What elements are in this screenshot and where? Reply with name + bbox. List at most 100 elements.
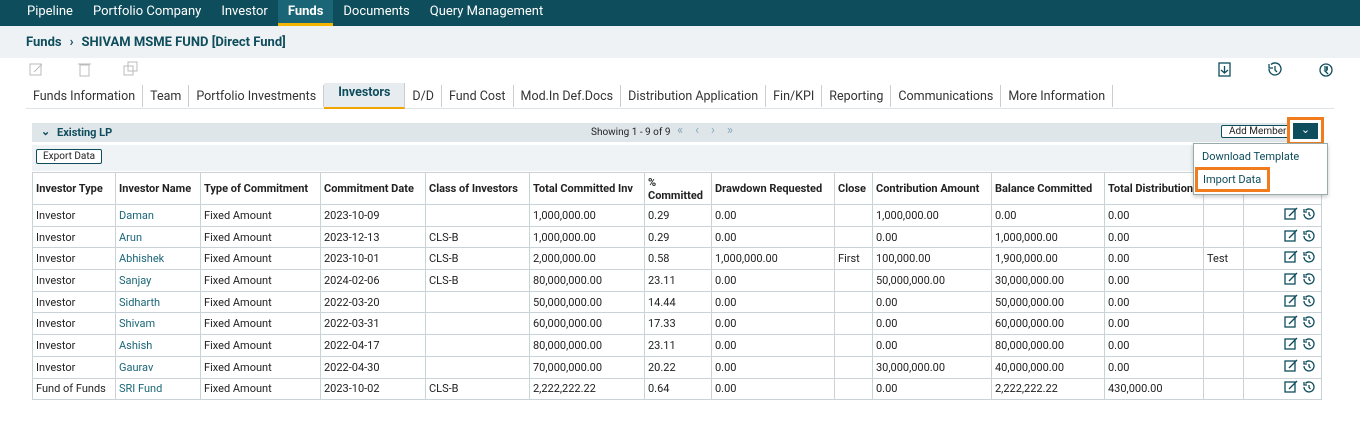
table-cell: Fixed Amount: [200, 312, 321, 336]
actions-cell: [1243, 225, 1322, 249]
row-actions[interactable]: [1284, 272, 1318, 286]
export-button[interactable]: Export Data: [36, 149, 103, 164]
table-cell: 2023-10-01: [320, 247, 426, 271]
table-cell: 60,000,000.00: [529, 312, 645, 336]
table-row: Investor Gaurav Fixed Amount 2022-04-30 70,0…: [32, 355, 1322, 379]
tab[interactable]: D/D: [405, 85, 442, 107]
table-cell: 2023-10-02: [320, 377, 426, 401]
row-actions[interactable]: [1284, 359, 1318, 373]
table-cell: Fixed Amount: [200, 334, 321, 357]
table-cell: 1,000,000.00: [711, 247, 835, 271]
column-header: % Committed: [644, 172, 712, 205]
table-cell: 0.00: [1104, 312, 1204, 336]
row-actions[interactable]: [1284, 229, 1318, 243]
row-actions[interactable]: [1284, 380, 1318, 394]
table-cell: Fixed Amount: [200, 290, 321, 314]
table-cell: Fixed Amount: [200, 269, 321, 292]
dropdown-item[interactable]: Download Template: [1202, 150, 1300, 163]
table-cell[interactable]: Shivam: [115, 312, 201, 336]
table-cell[interactable]: SRI Fund: [115, 377, 201, 401]
section-title[interactable]: Existing LP: [57, 126, 113, 139]
tab[interactable]: Fund Cost: [442, 85, 514, 107]
breadcrumb-root[interactable]: Funds: [26, 35, 62, 50]
column-header: Total Committed Inv: [529, 172, 645, 205]
actions-cell: [1243, 355, 1322, 379]
table-row: Fund of Funds SRI Fund Fixed Amount 2023-10…: [32, 377, 1322, 401]
actions-cell: [1243, 377, 1322, 401]
table-cell[interactable]: Ashish: [115, 334, 201, 357]
table-cell: 0.00: [1104, 269, 1204, 292]
edit-icon[interactable]: [29, 63, 43, 76]
tab[interactable]: Fin/KPI: [766, 85, 823, 107]
history-icon[interactable]: [1268, 62, 1282, 76]
table-cell: 2022-04-17: [320, 334, 426, 357]
row-actions[interactable]: [1284, 207, 1318, 221]
tab[interactable]: Distribution Application: [621, 85, 767, 107]
row-actions[interactable]: [1284, 315, 1318, 329]
row-actions[interactable]: [1284, 250, 1318, 264]
table-cell: [1203, 269, 1244, 292]
table-cell: 0.58: [644, 247, 712, 271]
column-header: Investor Name: [115, 172, 201, 205]
tab[interactable]: Communications: [891, 85, 1002, 107]
nav-item[interactable]: Pipeline: [27, 4, 73, 19]
nav-item[interactable]: Documents: [343, 4, 410, 19]
nav-item[interactable]: Portfolio Company: [92, 4, 202, 19]
copy-icon[interactable]: [123, 61, 138, 76]
dropdown-toggle[interactable]: ⌄: [1287, 117, 1324, 145]
table-cell: [425, 334, 530, 357]
table-cell: 0.00: [1104, 204, 1204, 227]
tab[interactable]: Team: [143, 85, 190, 107]
row-actions[interactable]: [1284, 337, 1318, 351]
import-icon[interactable]: [1218, 62, 1231, 77]
table-cell: 80,000,000.00: [529, 334, 645, 357]
table-cell: 17.33: [644, 312, 712, 336]
table-cell: CLS-B: [425, 247, 530, 271]
tab[interactable]: Reporting: [822, 85, 892, 107]
table-cell: [1203, 225, 1244, 249]
table-cell: 0.00: [1104, 355, 1204, 379]
table-cell: Investor: [32, 247, 116, 271]
table-cell: [834, 377, 873, 401]
table-cell[interactable]: Arun: [115, 225, 201, 249]
actions-cell: [1243, 290, 1322, 314]
table-cell[interactable]: Gaurav: [115, 355, 201, 379]
table-cell: 1,000,000.00: [872, 204, 992, 227]
table-cell: 1,000,000.00: [529, 204, 645, 227]
table-cell: [834, 204, 873, 227]
nav-item[interactable]: Funds: [277, 0, 334, 26]
delete-icon[interactable]: [78, 63, 91, 77]
table-cell: 0.00: [711, 312, 835, 336]
table-cell: [1203, 290, 1244, 314]
dropdown-item[interactable]: Import Data: [1195, 167, 1270, 192]
table-cell: 0.29: [644, 204, 712, 227]
tab[interactable]: Mod.In Def.Docs: [514, 85, 622, 107]
table-cell: 50,000,000.00: [529, 290, 645, 314]
row-actions[interactable]: [1284, 294, 1318, 308]
table-cell[interactable]: Sidharth: [115, 290, 201, 314]
add-member-button[interactable]: Add Member: [1221, 125, 1295, 138]
currency-icon[interactable]: [1319, 63, 1333, 77]
table-cell: Fixed Amount: [200, 225, 321, 249]
actions-cell: [1243, 312, 1322, 336]
table-cell: Fixed Amount: [200, 355, 321, 379]
nav-item[interactable]: Query Management: [429, 4, 544, 19]
table-cell[interactable]: Daman: [115, 204, 201, 227]
tab[interactable]: Funds Information: [26, 85, 144, 107]
tab[interactable]: Portfolio Investments: [189, 85, 325, 107]
table-cell[interactable]: Sanjay: [115, 269, 201, 292]
nav-item[interactable]: Investor: [221, 4, 268, 19]
table-cell: 2023-12-13: [320, 225, 426, 249]
paging-info: Showing 1 - 9 of 9: [591, 127, 671, 138]
table-cell: [1203, 204, 1244, 227]
tab[interactable]: More Information: [1001, 85, 1114, 107]
table-cell: 0.00: [711, 269, 835, 292]
tab[interactable]: Investors: [324, 83, 406, 109]
table-cell[interactable]: Abhishek: [115, 247, 201, 271]
table-cell: 0.00: [711, 225, 835, 249]
pager-arrows[interactable]: «‹›»: [677, 123, 746, 138]
table-cell: 0.00: [1104, 247, 1204, 271]
table-cell: 0.00: [872, 225, 992, 249]
table-cell: 2,222,222.22: [529, 377, 645, 401]
